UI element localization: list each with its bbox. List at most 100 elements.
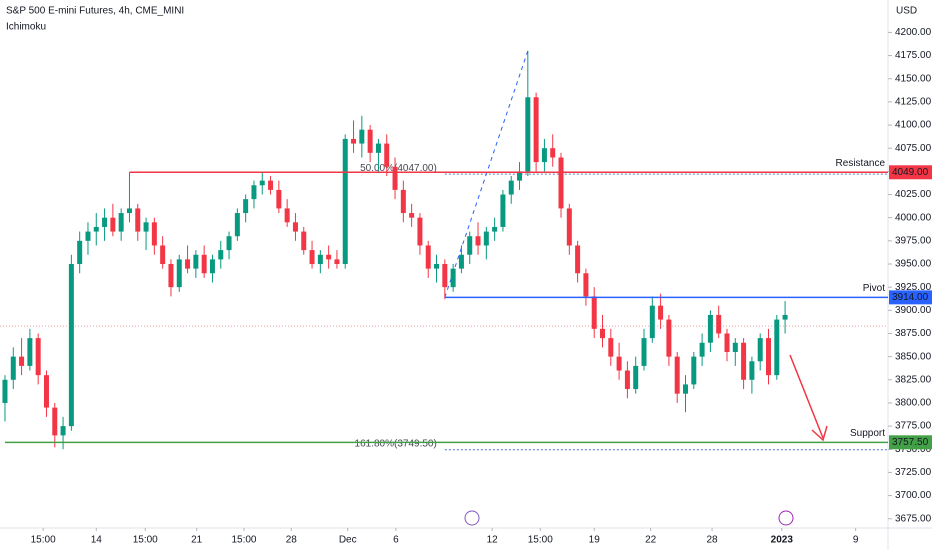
x-tick-label: Dec — [339, 535, 357, 546]
candle-body — [392, 166, 398, 190]
candle-body — [641, 338, 647, 366]
fib-label: 161.80%(3749.50) — [355, 438, 437, 449]
x-tick-label: 21 — [191, 535, 203, 546]
candle-body — [160, 245, 166, 264]
x-tick-label: 22 — [645, 535, 657, 546]
x-tick-label: 2023 — [771, 535, 794, 546]
y-tick-label: 3725.00 — [895, 467, 932, 478]
candle-body — [118, 213, 124, 232]
candle-body — [624, 370, 630, 390]
candle-body — [674, 356, 680, 394]
candle-body — [409, 213, 415, 218]
candle-body — [500, 194, 506, 227]
candle-body — [176, 259, 182, 288]
y-tick-label: 4125.00 — [895, 97, 932, 108]
candle-body — [19, 356, 25, 366]
candle-body — [525, 97, 531, 172]
candle-body — [467, 236, 473, 255]
y-tick-label: 3750.00 — [895, 444, 932, 455]
level-badge — [889, 165, 932, 180]
candle-body — [724, 333, 730, 352]
candle-body — [60, 426, 66, 436]
candle-body — [707, 314, 713, 343]
candle-body — [475, 236, 481, 246]
y-tick-label: 4150.00 — [895, 73, 932, 84]
candle-body — [201, 254, 207, 274]
candle-body — [351, 138, 357, 144]
y-tick-label: 4200.00 — [895, 27, 932, 38]
level-name: Pivot — [863, 283, 885, 294]
candle-body — [251, 185, 257, 200]
candle-body — [608, 338, 614, 357]
candle-body — [243, 199, 249, 214]
candle-body — [268, 180, 274, 190]
candle-body — [765, 338, 771, 376]
candle-body — [417, 217, 423, 246]
candle-body — [575, 245, 581, 274]
chart-title: S&P 500 E-mini Futures, 4h, CME_MINI — [6, 6, 184, 17]
event-icon[interactable] — [464, 510, 480, 526]
y-tick-label: 4100.00 — [895, 120, 932, 131]
candle-body — [658, 305, 664, 320]
candle-body — [483, 231, 489, 246]
y-tick-label: 3900.00 — [895, 305, 932, 316]
candle-body — [85, 231, 91, 241]
candle-body — [301, 231, 307, 251]
candle-body — [600, 328, 606, 339]
candle-body — [649, 305, 655, 339]
candle-body — [442, 264, 448, 288]
indicator-name: Ichimoku — [6, 22, 46, 33]
y-tick-label: 3700.00 — [895, 490, 932, 501]
candle-body — [367, 129, 373, 153]
x-tick-label: 14 — [91, 535, 103, 546]
candle-body — [143, 222, 149, 232]
candle-body — [284, 208, 290, 223]
level-label: 4049.00 — [892, 167, 929, 178]
candle-body — [334, 259, 340, 264]
arrow — [789, 354, 828, 442]
candle-body — [193, 254, 199, 269]
candle-body — [749, 361, 755, 380]
y-tick-label: 3875.00 — [895, 328, 932, 339]
y-tick-label: 3850.00 — [895, 351, 932, 362]
y-tick-label: 4025.00 — [895, 189, 932, 200]
candle-body — [43, 375, 49, 408]
event-icon[interactable] — [778, 510, 794, 526]
candle-body — [185, 259, 191, 269]
x-tick-label: 28 — [286, 535, 298, 546]
candle-body — [68, 264, 74, 427]
candle-body — [434, 264, 440, 269]
y-tick-label: 3925.00 — [895, 282, 932, 293]
x-tick-label: 28 — [706, 535, 718, 546]
currency: USD — [896, 6, 917, 17]
candle-body — [541, 148, 547, 163]
candle-body — [259, 180, 265, 186]
x-tick-label: 6 — [393, 535, 399, 546]
candle-body — [533, 97, 539, 163]
level-badge — [889, 435, 932, 450]
y-tick-label: 3775.00 — [895, 421, 932, 432]
candle-body — [309, 250, 315, 264]
fib-label: 50.00%(4047.00) — [360, 163, 437, 174]
candle-body — [384, 143, 390, 167]
y-tick-label: 3675.00 — [895, 513, 932, 524]
candle-body — [375, 143, 381, 153]
candle-body — [508, 180, 514, 195]
candle-body — [93, 226, 99, 232]
candle-body — [782, 314, 788, 320]
x-tick-label: 15:00 — [231, 535, 256, 546]
level-name: Resistance — [836, 158, 886, 169]
candle-body — [691, 356, 697, 385]
candle-body — [774, 319, 780, 376]
candle-body — [400, 189, 406, 214]
candle-body — [226, 236, 232, 251]
candle-body — [699, 342, 705, 357]
candle-body — [326, 254, 332, 260]
y-tick-label: 4175.00 — [895, 50, 932, 61]
candle-body — [616, 356, 622, 371]
y-tick-label: 3800.00 — [895, 398, 932, 409]
x-tick-label: 15:00 — [528, 535, 553, 546]
candle-body — [566, 208, 572, 246]
candle-body — [633, 365, 639, 390]
